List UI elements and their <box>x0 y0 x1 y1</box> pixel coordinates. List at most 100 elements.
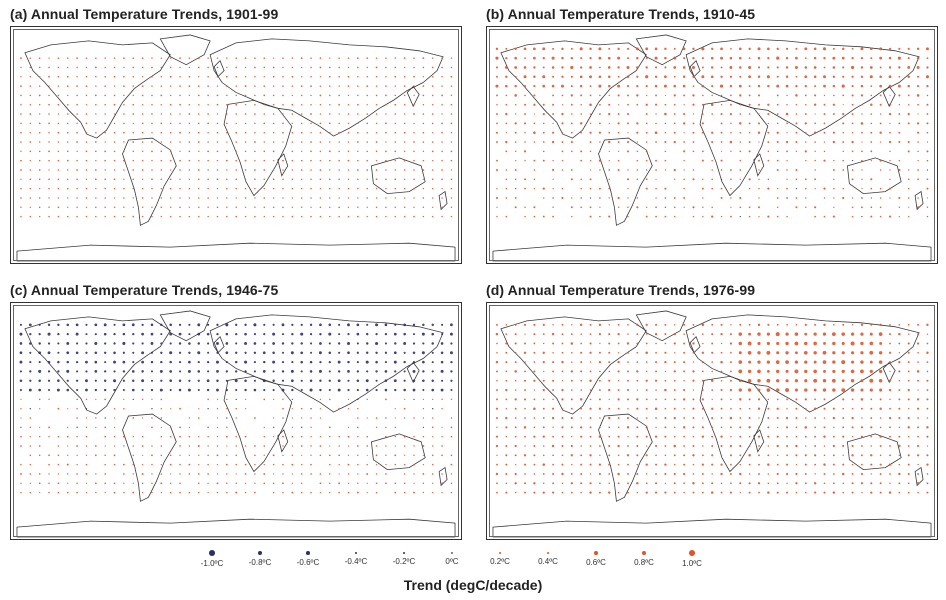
warming-trend-dot <box>366 159 369 162</box>
warming-trend-dot <box>542 435 545 438</box>
warming-trend-dot <box>664 351 667 354</box>
warming-trend-dot <box>655 370 658 373</box>
warming-trend-dot <box>235 141 238 143</box>
warming-trend-dot <box>179 76 181 78</box>
warming-trend-dot <box>861 141 863 143</box>
warming-trend-dot <box>683 132 685 134</box>
warming-trend-dot <box>785 360 789 364</box>
warming-trend-dot <box>141 169 144 171</box>
warming-trend-dot <box>300 445 303 447</box>
warming-trend-dot <box>860 379 864 383</box>
warming-trend-dot <box>636 333 639 336</box>
warming-trend-dot <box>879 417 882 419</box>
warming-trend-dot <box>636 103 639 106</box>
cooling-trend-dot <box>19 323 23 326</box>
warming-trend-dot <box>385 169 387 171</box>
warming-trend-dot <box>225 435 228 438</box>
cooling-trend-dot <box>94 379 97 382</box>
warming-trend-dot <box>441 94 443 97</box>
cooling-trend-dot <box>300 323 303 326</box>
warming-trend-dot <box>413 473 415 475</box>
warming-trend-dot <box>598 187 601 190</box>
warming-trend-dot <box>748 426 751 429</box>
warming-trend-dot <box>207 141 209 143</box>
cooling-trend-dot <box>188 379 191 382</box>
warming-trend-dot <box>48 113 50 115</box>
warming-trend-dot <box>151 150 153 153</box>
warming-trend-dot <box>85 150 88 153</box>
warming-trend-dot <box>907 472 910 475</box>
warming-trend-dot <box>626 113 630 116</box>
warming-trend-dot <box>375 454 378 457</box>
warming-trend-dot <box>729 379 732 382</box>
warming-trend-dot <box>617 426 620 429</box>
cooling-trend-dot <box>422 426 424 428</box>
cooling-trend-dot <box>103 388 107 392</box>
cooling-trend-dot <box>347 341 350 345</box>
warming-trend-dot <box>123 463 125 466</box>
warming-trend-dot <box>599 454 601 457</box>
warming-trend-dot <box>645 379 648 382</box>
warming-trend-dot <box>450 215 453 218</box>
legend-item: 0.8ºC <box>622 548 666 567</box>
warming-trend-dot <box>617 196 620 200</box>
warming-trend-dot <box>151 187 153 190</box>
warming-trend-dot <box>319 408 322 410</box>
warming-trend-dot <box>842 435 845 438</box>
warming-trend-dot <box>729 454 732 457</box>
warming-trend-dot <box>347 187 350 190</box>
warming-trend-dot <box>925 75 930 79</box>
warming-trend-dot <box>738 388 742 392</box>
warming-trend-dot <box>141 76 144 78</box>
warming-trend-dot <box>48 122 50 125</box>
warming-trend-dot <box>879 407 882 410</box>
cooling-trend-dot <box>281 323 285 327</box>
warming-trend-dot <box>664 407 667 410</box>
warming-trend-dot <box>926 215 929 218</box>
warming-trend-dot <box>366 169 369 171</box>
warming-trend-dot <box>861 463 863 466</box>
warming-trend-dot <box>422 57 425 60</box>
cooling-trend-dot <box>394 323 397 326</box>
warming-trend-dot <box>216 159 219 162</box>
warming-trend-dot <box>617 84 621 88</box>
warming-trend-dot <box>385 85 387 87</box>
warming-trend-dot <box>645 66 648 69</box>
warming-trend-dot <box>702 445 704 447</box>
warming-trend-dot <box>655 426 657 429</box>
warming-trend-dot <box>366 445 369 447</box>
cooling-trend-dot <box>57 332 60 336</box>
warming-trend-dot <box>580 463 583 466</box>
warming-trend-dot <box>160 206 163 209</box>
warming-trend-dot <box>814 159 816 162</box>
warming-trend-dot <box>682 426 686 429</box>
warming-trend-dot <box>151 426 153 429</box>
warming-trend-dot <box>338 407 340 410</box>
cooling-trend-dot <box>393 379 397 383</box>
warming-trend-dot <box>533 66 536 69</box>
warming-trend-dot <box>542 47 546 51</box>
warming-trend-dot <box>711 351 714 354</box>
warming-trend-dot <box>860 482 864 485</box>
cooling-trend-dot <box>131 323 135 327</box>
cooling-trend-dot <box>207 342 210 345</box>
warming-trend-dot <box>524 370 526 373</box>
warming-trend-dot <box>720 351 723 354</box>
warming-trend-dot <box>394 85 396 87</box>
warming-trend-dot <box>570 103 573 106</box>
warming-trend-dot <box>645 491 648 494</box>
warming-trend-dot <box>403 103 406 106</box>
warming-trend-dot <box>291 482 293 484</box>
warming-trend-dot <box>375 464 378 466</box>
cooling-trend-dot <box>244 342 248 345</box>
warming-trend-dot <box>870 454 873 457</box>
warming-trend-dot <box>524 379 527 382</box>
warming-trend-dot <box>626 65 630 69</box>
warming-trend-dot <box>804 388 808 392</box>
warming-trend-dot <box>841 56 845 60</box>
warming-trend-dot <box>729 84 733 88</box>
warming-trend-dot <box>711 85 714 88</box>
warming-trend-dot <box>776 454 779 457</box>
warming-trend-dot <box>870 426 873 429</box>
warming-trend-dot <box>692 342 695 345</box>
